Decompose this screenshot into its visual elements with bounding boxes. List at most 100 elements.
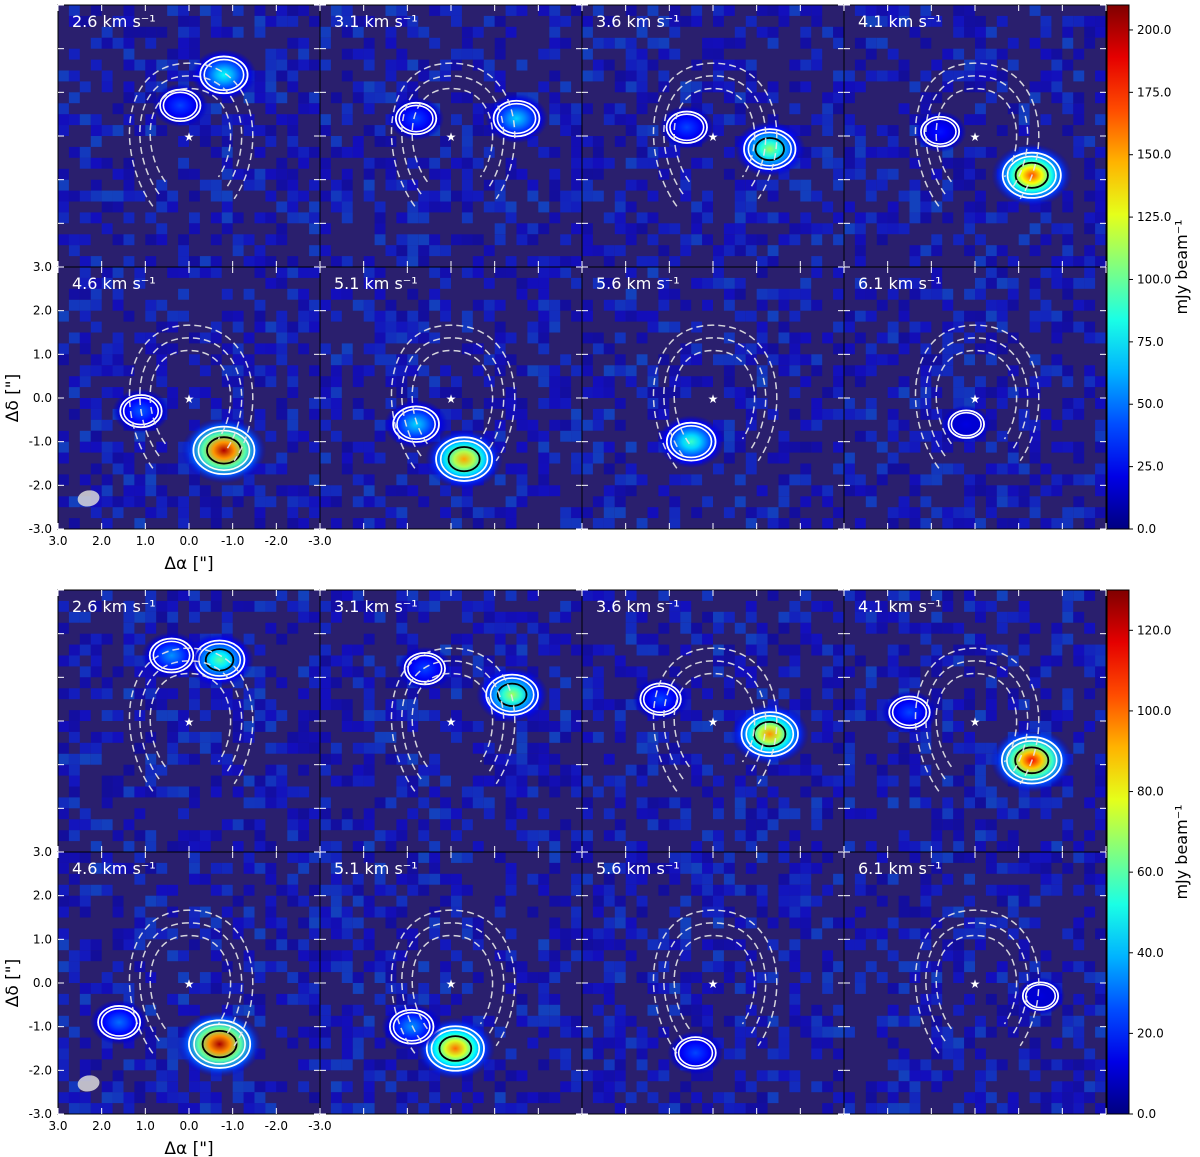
- noise-cell: [538, 644, 550, 656]
- noise-cell: [210, 179, 222, 191]
- noise-cell: [756, 830, 768, 842]
- noise-cell: [844, 146, 855, 158]
- noise-cell: [756, 256, 768, 267]
- noise-cell: [560, 419, 572, 431]
- noise-cell: [254, 699, 266, 711]
- noise-cell: [221, 884, 233, 896]
- noise-cell: [909, 201, 921, 213]
- noise-cell: [1084, 26, 1096, 38]
- noise-cell: [833, 666, 844, 678]
- noise-cell: [1095, 1026, 1106, 1038]
- noise-cell: [189, 26, 200, 38]
- noise-cell: [527, 256, 539, 267]
- noise-cell: [440, 136, 451, 147]
- noise-cell: [243, 1103, 255, 1114]
- noise-cell: [953, 234, 965, 246]
- noise-cell: [461, 721, 473, 732]
- noise-cell: [833, 37, 844, 49]
- noise-cell: [723, 365, 735, 377]
- noise-cell: [964, 873, 975, 885]
- noise-cell: [199, 256, 211, 267]
- model-arc-dashed: [139, 75, 243, 195]
- noise-cell: [1095, 1004, 1106, 1016]
- noise-cell: [1040, 408, 1052, 420]
- noise-cell: [461, 48, 473, 60]
- colorbar-gradient: [1106, 4, 1130, 530]
- model-arc-dashed: [411, 87, 494, 183]
- star-marker: ★: [184, 715, 195, 729]
- noise-cell: [549, 267, 561, 278]
- noise-cell: [931, 474, 943, 486]
- noise-cell: [822, 496, 834, 508]
- noise-cell: [68, 234, 80, 246]
- noise-cell: [647, 146, 659, 158]
- noise-cell: [538, 1059, 550, 1071]
- noise-cell: [123, 983, 135, 994]
- noise-cell: [298, 786, 310, 798]
- noise-cell: [418, 819, 430, 831]
- noise-cell: [789, 354, 801, 366]
- noise-cell: [1029, 797, 1041, 809]
- noise-cell: [1095, 1103, 1106, 1114]
- noise-cell: [854, 600, 866, 612]
- noise-cell: [625, 928, 637, 940]
- noise-cell: [592, 70, 604, 82]
- noise-cell: [1040, 1015, 1052, 1027]
- noise-cell: [156, 463, 168, 475]
- noise-cell: [265, 939, 277, 951]
- noise-cell: [680, 354, 692, 366]
- noise-cell: [549, 961, 561, 973]
- noise-cell: [145, 114, 157, 126]
- noise-cell: [210, 742, 222, 754]
- noise-cell: [1007, 37, 1019, 49]
- noise-cell: [876, 332, 888, 344]
- noise-cell: [265, 1081, 277, 1093]
- noise-cell: [199, 830, 211, 842]
- noise-cell: [396, 611, 408, 623]
- noise-cell: [920, 655, 932, 667]
- noise-cell: [1029, 376, 1041, 388]
- noise-cell: [472, 343, 484, 355]
- noise-cell: [494, 81, 506, 93]
- noise-cell: [636, 797, 648, 809]
- noise-cell: [123, 26, 135, 38]
- noise-cell: [920, 797, 932, 809]
- noise-cell: [953, 376, 965, 388]
- noise-cell: [1040, 15, 1052, 27]
- noise-cell: [243, 819, 255, 831]
- noise-cell: [101, 786, 113, 798]
- noise-cell: [1084, 136, 1096, 147]
- noise-cell: [298, 590, 310, 601]
- noise-cell: [101, 201, 113, 213]
- noise-cell: [975, 48, 986, 60]
- noise-cell: [320, 852, 331, 863]
- noise-cell: [79, 15, 91, 27]
- noise-cell: [276, 742, 288, 754]
- noise-cell: [167, 622, 179, 634]
- noise-cell: [1051, 1092, 1063, 1104]
- noise-cell: [898, 310, 910, 322]
- noise-cell: [582, 463, 593, 475]
- noise-cell: [625, 633, 637, 645]
- contour-black: [1014, 746, 1050, 775]
- noise-cell: [363, 518, 375, 529]
- noise-cell: [243, 633, 255, 645]
- noise-cell: [265, 103, 277, 115]
- noise-cell: [975, 1081, 986, 1093]
- noise-cell: [1007, 59, 1019, 71]
- noise-cell: [461, 611, 473, 623]
- noise-cell: [691, 764, 703, 776]
- noise-cell: [789, 81, 801, 93]
- noise-cell: [669, 1004, 681, 1016]
- noise-cell: [407, 485, 419, 497]
- noise-cell: [560, 354, 572, 366]
- noise-cell: [385, 59, 397, 71]
- noise-cell: [298, 146, 310, 158]
- noise-cell: [1040, 841, 1052, 852]
- noise-cell: [822, 600, 834, 612]
- noise-cell: [330, 775, 342, 787]
- noise-cell: [898, 376, 910, 388]
- noise-cell: [713, 267, 724, 278]
- noise-cell: [254, 928, 266, 940]
- noise-cell: [1084, 655, 1096, 667]
